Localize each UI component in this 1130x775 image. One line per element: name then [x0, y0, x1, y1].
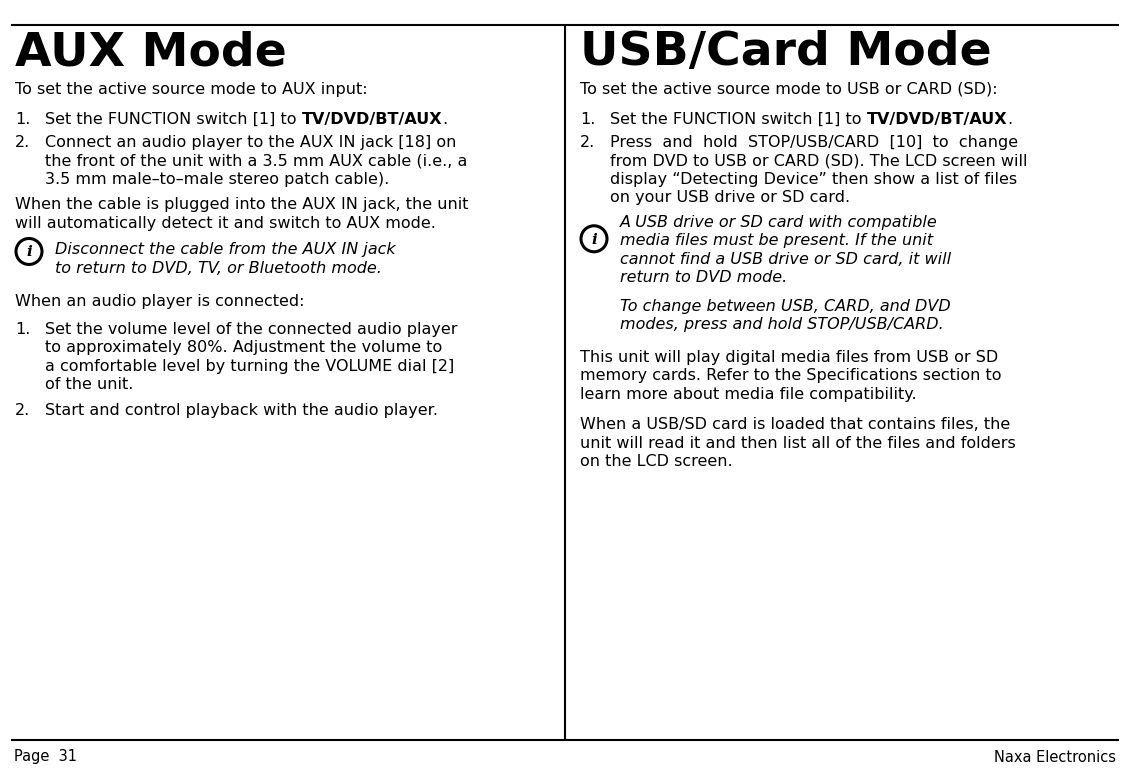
- Text: modes, press and hold STOP/USB/CARD.: modes, press and hold STOP/USB/CARD.: [620, 317, 944, 332]
- Text: 1.: 1.: [15, 322, 31, 337]
- Text: on your USB drive or SD card.: on your USB drive or SD card.: [610, 190, 850, 205]
- Text: will automatically detect it and switch to AUX mode.: will automatically detect it and switch …: [15, 215, 436, 231]
- Text: .: .: [1007, 112, 1012, 126]
- Text: media files must be present. If the unit: media files must be present. If the unit: [620, 233, 933, 248]
- Text: TV/DVD/BT/AUX: TV/DVD/BT/AUX: [867, 112, 1007, 126]
- Text: cannot find a USB drive or SD card, it will: cannot find a USB drive or SD card, it w…: [620, 252, 951, 267]
- Text: 2.: 2.: [15, 403, 31, 418]
- Text: Naxa Electronics: Naxa Electronics: [994, 749, 1116, 764]
- Text: To set the active source mode to AUX input:: To set the active source mode to AUX inp…: [15, 82, 367, 97]
- Text: from DVD to USB or CARD (SD). The LCD screen will: from DVD to USB or CARD (SD). The LCD sc…: [610, 153, 1027, 168]
- Text: 1.: 1.: [580, 112, 596, 126]
- Text: on the LCD screen.: on the LCD screen.: [580, 454, 732, 469]
- Text: To set the active source mode to USB or CARD (SD):: To set the active source mode to USB or …: [580, 82, 998, 97]
- Text: the front of the unit with a 3.5 mm AUX cable (i.e., a: the front of the unit with a 3.5 mm AUX …: [45, 153, 468, 168]
- Text: Page  31: Page 31: [14, 749, 77, 764]
- Text: Start and control playback with the audio player.: Start and control playback with the audi…: [45, 403, 438, 418]
- Text: return to DVD mode.: return to DVD mode.: [620, 270, 788, 285]
- Text: i: i: [26, 246, 32, 260]
- Text: Set the FUNCTION switch [1] to: Set the FUNCTION switch [1] to: [610, 112, 867, 126]
- Text: of the unit.: of the unit.: [45, 377, 133, 392]
- Text: memory cards. Refer to the Specifications section to: memory cards. Refer to the Specification…: [580, 368, 1001, 383]
- Text: display “Detecting Device” then show a list of files: display “Detecting Device” then show a l…: [610, 172, 1017, 187]
- Text: i: i: [591, 232, 597, 246]
- Text: to approximately 80%. Adjustment the volume to: to approximately 80%. Adjustment the vol…: [45, 340, 442, 355]
- Text: learn more about media file compatibility.: learn more about media file compatibilit…: [580, 387, 916, 401]
- Text: AUX Mode: AUX Mode: [15, 30, 287, 75]
- Text: Connect an audio player to the AUX IN jack [18] on: Connect an audio player to the AUX IN ja…: [45, 135, 457, 150]
- Text: When a USB/SD card is loaded that contains files, the: When a USB/SD card is loaded that contai…: [580, 417, 1010, 432]
- Text: Disconnect the cable from the AUX IN jack: Disconnect the cable from the AUX IN jac…: [55, 243, 396, 257]
- Text: Set the volume level of the connected audio player: Set the volume level of the connected au…: [45, 322, 458, 337]
- Text: .: .: [442, 112, 447, 126]
- Text: This unit will play digital media files from USB or SD: This unit will play digital media files …: [580, 350, 998, 365]
- Text: Set the FUNCTION switch [1] to: Set the FUNCTION switch [1] to: [45, 112, 302, 126]
- Text: To change between USB, CARD, and DVD: To change between USB, CARD, and DVD: [620, 298, 950, 314]
- Text: When an audio player is connected:: When an audio player is connected:: [15, 294, 304, 309]
- Text: 1.: 1.: [15, 112, 31, 126]
- Text: TV/DVD/BT/AUX: TV/DVD/BT/AUX: [302, 112, 442, 126]
- Text: Press  and  hold  STOP/USB/CARD  [10]  to  change: Press and hold STOP/USB/CARD [10] to cha…: [610, 135, 1018, 150]
- Text: to return to DVD, TV, or Bluetooth mode.: to return to DVD, TV, or Bluetooth mode.: [55, 260, 382, 276]
- Text: A USB drive or SD card with compatible: A USB drive or SD card with compatible: [620, 215, 938, 229]
- Text: 3.5 mm male–to–male stereo patch cable).: 3.5 mm male–to–male stereo patch cable).: [45, 172, 389, 187]
- Text: 2.: 2.: [580, 135, 596, 150]
- Text: 2.: 2.: [15, 135, 31, 150]
- Text: USB/Card Mode: USB/Card Mode: [580, 30, 992, 75]
- Text: a comfortable level by turning the VOLUME dial [2]: a comfortable level by turning the VOLUM…: [45, 359, 454, 374]
- Text: unit will read it and then list all of the files and folders: unit will read it and then list all of t…: [580, 436, 1016, 451]
- Text: When the cable is plugged into the AUX IN jack, the unit: When the cable is plugged into the AUX I…: [15, 197, 469, 212]
